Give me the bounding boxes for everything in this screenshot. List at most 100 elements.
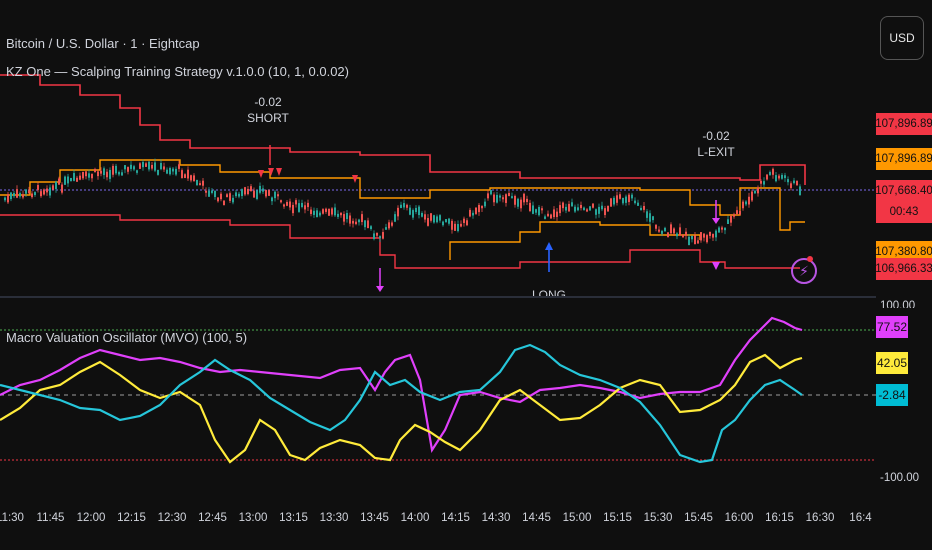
candle-body — [148, 161, 150, 170]
candle-body — [109, 169, 111, 179]
candle-body — [172, 168, 174, 172]
candle-body — [214, 190, 216, 197]
candle-body — [772, 168, 774, 175]
lexit-value: -0.02 — [702, 129, 730, 143]
candle-body — [412, 210, 414, 218]
candle-body — [628, 194, 630, 203]
candle-body — [367, 220, 369, 229]
candle-body — [97, 171, 99, 177]
candle-body — [766, 174, 768, 180]
candle-body — [478, 204, 480, 213]
candle-body — [760, 180, 762, 184]
orange-lower-line — [449, 221, 701, 260]
candle-body — [616, 195, 618, 203]
candle-body — [775, 175, 777, 182]
candle-body — [196, 179, 198, 186]
time-axis-label: 14:30 — [481, 512, 511, 524]
short-marker[interactable] — [352, 175, 358, 183]
time-axis-label: 14:00 — [400, 512, 430, 524]
candle-body — [490, 189, 492, 195]
short-marker[interactable] — [276, 168, 282, 176]
candle-body — [670, 224, 672, 234]
time-axis-label: 11:30 — [0, 512, 24, 524]
candle-body — [292, 204, 294, 214]
candle-body — [784, 175, 786, 179]
candle-body — [577, 207, 579, 211]
candle-body — [124, 165, 126, 170]
candle-body — [13, 193, 15, 197]
short-marker[interactable] — [268, 168, 274, 176]
candle-body — [7, 194, 9, 203]
candle-body — [442, 221, 444, 226]
time-axis-label: 13:00 — [238, 512, 268, 524]
candle-body — [355, 221, 357, 225]
candle-body — [763, 181, 765, 185]
candle-body — [241, 189, 243, 196]
candle-body — [637, 202, 639, 206]
candlestick-series[interactable] — [4, 158, 801, 246]
price-tag: 107,380.80 — [875, 241, 932, 263]
candle-body — [25, 189, 27, 194]
candle-body — [208, 190, 210, 197]
oscillator-legend[interactable]: Macro Valuation Oscillator (MVO) (100, 5… — [6, 330, 248, 345]
candle-body — [361, 214, 363, 223]
candle-body — [94, 168, 96, 173]
candle-body — [295, 200, 297, 205]
candle-body — [352, 220, 354, 224]
candle-body — [247, 188, 249, 195]
candle-body — [220, 193, 222, 200]
candle-body — [646, 211, 648, 218]
candle-body — [340, 212, 342, 216]
candle-body — [187, 169, 189, 179]
candle-body — [325, 208, 327, 212]
candle-body — [250, 186, 252, 192]
candle-body — [424, 214, 426, 220]
candle-body — [256, 190, 258, 199]
candle-body — [523, 193, 525, 203]
candle-body — [484, 201, 486, 207]
candle-body — [304, 205, 306, 210]
candle-body — [316, 210, 318, 218]
notification-dot — [807, 256, 813, 262]
candle-body — [430, 213, 432, 221]
candle-body — [790, 183, 792, 188]
candle-body — [262, 188, 264, 192]
candle-body — [535, 209, 537, 213]
currency-button[interactable]: USD — [880, 16, 924, 60]
lightning-icon[interactable]: ⚡ — [791, 258, 817, 284]
symbol-legend[interactable]: Bitcoin / U.S. Dollar · 1 · Eightcap — [6, 36, 200, 51]
candle-body — [796, 180, 798, 186]
candle-body — [502, 197, 504, 200]
candle-body — [88, 173, 90, 178]
candle-body — [514, 195, 516, 205]
candle-body — [658, 229, 660, 232]
lexit-arrow-icon — [712, 218, 720, 224]
candle-body — [460, 223, 462, 227]
candle-body — [289, 201, 291, 208]
price-tag: 107,896.89 — [875, 113, 932, 135]
candle-body — [4, 197, 6, 201]
candle-body — [475, 207, 477, 214]
candle-body — [718, 227, 720, 233]
candle-body — [622, 197, 624, 204]
candle-body — [556, 211, 558, 217]
candle-body — [571, 202, 573, 207]
short-marker[interactable] — [258, 170, 264, 178]
candle-body — [319, 212, 321, 216]
candle-body — [727, 219, 729, 225]
candle-body — [103, 168, 105, 176]
candle-body — [457, 224, 459, 232]
candle-body — [607, 205, 609, 212]
candle-body — [583, 207, 585, 211]
candle-body — [745, 201, 747, 205]
candle-body — [712, 233, 714, 238]
candle-body — [730, 216, 732, 223]
candle-body — [79, 175, 81, 180]
candle-body — [55, 181, 57, 189]
candle-body — [739, 211, 741, 215]
strategy-legend[interactable]: KZ One — Scalping Training Strategy v.1.… — [6, 64, 349, 79]
candle-body — [787, 179, 789, 183]
candle-body — [592, 203, 594, 208]
